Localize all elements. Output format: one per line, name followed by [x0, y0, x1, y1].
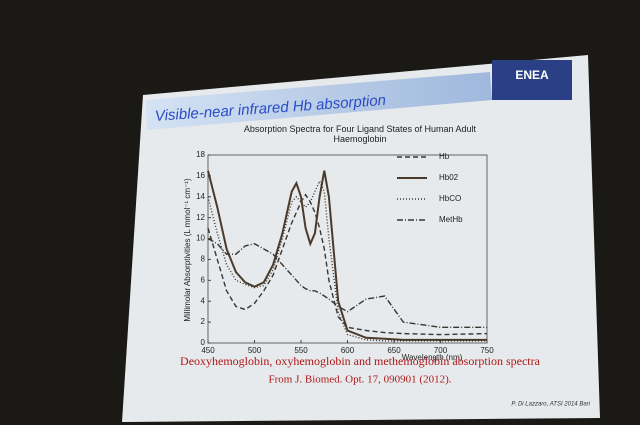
- x-tick-label: 650: [387, 346, 401, 355]
- x-tick-label: 750: [480, 346, 494, 355]
- series-line: [207, 193, 488, 336]
- x-tick-label: 700: [434, 346, 448, 355]
- x-tick-label: 600: [341, 346, 355, 355]
- y-tick-label: 12: [196, 213, 205, 222]
- caption: Deoxyhemoglobin, oxyhemoglobin and methe…: [180, 354, 541, 368]
- legend-label: MetHb: [439, 215, 463, 224]
- y-tick-label: 16: [196, 171, 205, 180]
- caption: From J. Biomed. Opt. 17, 090901 (2012).: [268, 374, 451, 386]
- series-line: [207, 237, 487, 328]
- x-tick-label: 450: [201, 346, 215, 355]
- logo: ENEA: [515, 68, 549, 82]
- y-axis-label: Millimolar Absorptivities (L mmol⁻¹ cm⁻¹…: [183, 178, 192, 322]
- logo-box: [492, 60, 572, 100]
- y-tick-label: 4: [201, 296, 206, 305]
- legend-label: Hb: [439, 152, 450, 161]
- legend-label: Hb02: [439, 173, 459, 182]
- y-tick-label: 18: [196, 150, 205, 159]
- title-band: [146, 72, 492, 130]
- y-tick-label: 14: [196, 192, 205, 201]
- chart-title-box: Absorption Spectra for Four Ligand State…: [243, 124, 477, 144]
- series-line: [207, 170, 487, 341]
- legend-label: HbCO: [439, 194, 461, 203]
- slide: [122, 55, 600, 422]
- credit: P. Di Lazzaro, ATSI 2014 Bari: [511, 402, 590, 408]
- chart-title: Absorption Spectra for Four Ligand State…: [243, 124, 477, 144]
- x-axis-label: Wavelength (nm): [402, 353, 463, 362]
- y-tick-label: 2: [201, 317, 206, 326]
- x-tick-label: 550: [294, 346, 308, 355]
- y-tick-label: 10: [196, 234, 205, 243]
- y-tick-label: 6: [201, 275, 206, 284]
- y-tick-label: 0: [201, 338, 206, 347]
- x-tick-label: 500: [248, 346, 262, 355]
- y-tick-label: 8: [201, 255, 206, 264]
